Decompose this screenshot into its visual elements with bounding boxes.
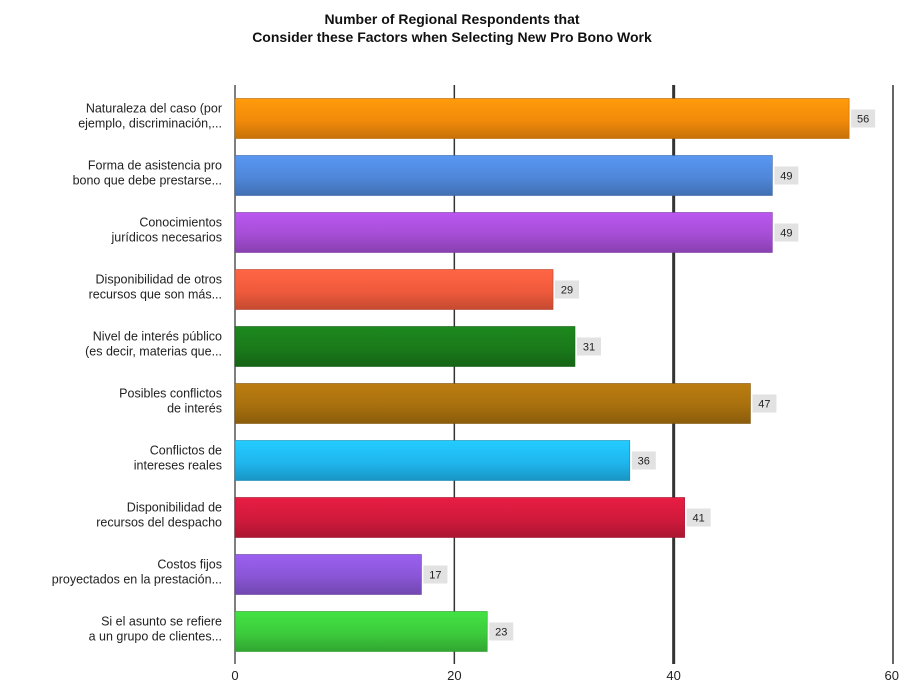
- data-label: 47: [758, 399, 770, 411]
- bar: [234, 497, 685, 538]
- category-label: recursos del despacho: [96, 516, 222, 530]
- category-label: Forma de asistencia pro: [88, 159, 222, 173]
- category-label: Disponibilidad de otros: [96, 273, 222, 287]
- bar: [234, 155, 773, 196]
- category-label: Posibles conflictos: [119, 387, 222, 401]
- bar: [234, 383, 751, 424]
- category-label: a un grupo de clientes...: [89, 630, 222, 644]
- chart-title-line: Consider these Factors when Selecting Ne…: [252, 29, 652, 45]
- chart-title: Number of Regional Respondents that Consi…: [252, 11, 652, 45]
- bar: [234, 326, 576, 367]
- x-tick-label: 60: [885, 668, 899, 683]
- data-label: 29: [561, 285, 573, 297]
- data-label-box: [774, 166, 799, 185]
- bar: [234, 212, 773, 253]
- data-label: 31: [583, 342, 595, 354]
- category-label: Conocimientos: [139, 216, 222, 230]
- bar: [234, 440, 631, 481]
- bar: [234, 611, 488, 652]
- category-label: ejemplo, discriminación,...: [78, 117, 222, 131]
- x-axis: 0 20 40 60: [231, 668, 899, 683]
- data-label: 49: [780, 228, 792, 240]
- data-label: 36: [638, 456, 650, 468]
- bar: [234, 269, 554, 310]
- data-label-box: [774, 223, 799, 242]
- category-label: recursos que son más...: [89, 288, 222, 302]
- category-label: proyectados en la prestación...: [52, 573, 222, 587]
- category-label: Si el asunto se refiere: [101, 615, 222, 629]
- data-label-box: [686, 508, 711, 527]
- category-label: (es decir, materias que...: [85, 345, 222, 359]
- category-label: Naturaleza del caso (por: [86, 102, 222, 116]
- category-label: Nivel de interés público: [93, 330, 222, 344]
- data-label-box: [489, 622, 514, 641]
- data-label-box: [752, 394, 777, 413]
- category-label: jurídicos necesarios: [111, 231, 222, 245]
- category-label: Conflictos de: [150, 444, 222, 458]
- category-label: intereses reales: [134, 459, 222, 473]
- x-tick-label: 0: [231, 668, 238, 683]
- data-label: 17: [429, 570, 441, 582]
- bars: 56 49 49 29 31 47 36 41 17 23: [234, 98, 876, 652]
- bar: [234, 554, 422, 595]
- data-label-box: [631, 451, 656, 470]
- data-label: 49: [780, 171, 792, 183]
- data-label: 41: [693, 513, 705, 525]
- chart-title-line: Number of Regional Respondents that: [324, 11, 579, 27]
- data-label-box: [423, 565, 448, 584]
- category-label: de interés: [167, 402, 222, 416]
- category-label: bono que debe prestarse...: [73, 174, 222, 188]
- bar: [234, 98, 850, 139]
- category-label: Costos fijos: [157, 558, 222, 572]
- x-tick-label: 20: [447, 668, 461, 683]
- x-tick-label: 40: [666, 668, 680, 683]
- data-label-box: [555, 280, 580, 299]
- data-label: 56: [857, 114, 869, 126]
- data-label: 23: [495, 627, 507, 639]
- data-label-box: [576, 337, 601, 356]
- data-label-box: [851, 109, 876, 128]
- category-label: Disponibilidad de: [127, 501, 222, 515]
